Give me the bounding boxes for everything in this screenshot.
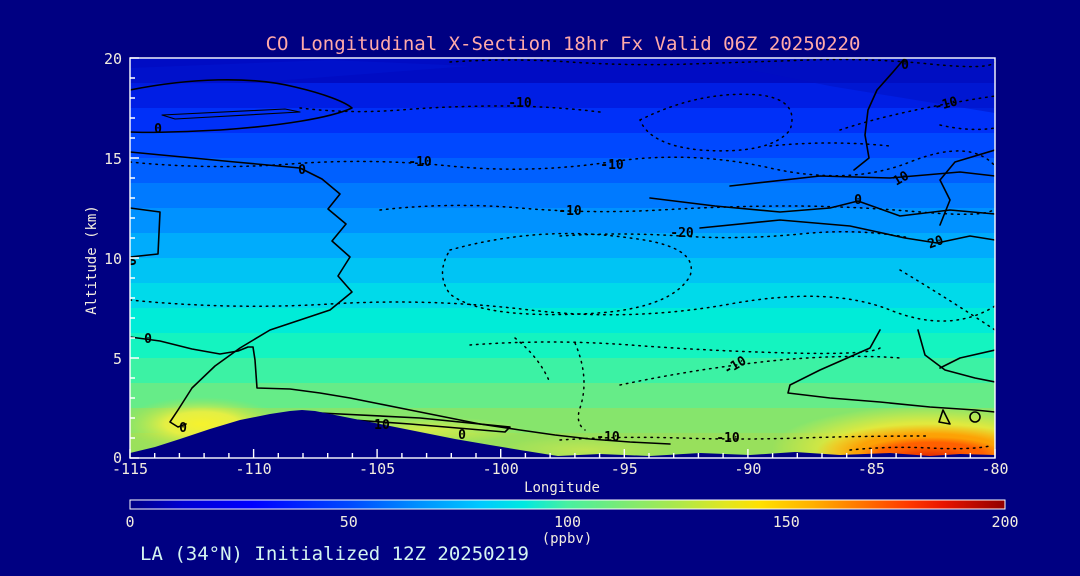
y-axis-labels: 20 15 10 5 0 bbox=[104, 50, 122, 467]
y-axis-minor-ticks bbox=[130, 77, 135, 439]
init-annotation: LA (34°N) Initialized 12Z 20250219 bbox=[140, 543, 529, 565]
x-axis-title: Longitude bbox=[524, 480, 600, 496]
svg-text:-20: -20 bbox=[670, 226, 694, 241]
triangle-marker bbox=[938, 409, 951, 425]
contour-labels: 0 0 0 0 0 0 10 0 10 0 20 -10 -10 -10 -10… bbox=[125, 58, 960, 446]
y-axis-title: Altitude (km) bbox=[84, 205, 100, 315]
svg-text:-10: -10 bbox=[596, 430, 620, 445]
svg-text:0: 0 bbox=[179, 421, 187, 436]
plot-border bbox=[129, 57, 996, 459]
svg-text:-10: -10 bbox=[558, 204, 582, 219]
svg-text:10: 10 bbox=[891, 168, 912, 189]
svg-text:10: 10 bbox=[374, 418, 390, 433]
colorbar: 0 50 100 150 200 (ppbv) bbox=[125, 499, 1019, 547]
svg-text:-10: -10 bbox=[716, 431, 740, 446]
colorbar-tick: 200 bbox=[991, 513, 1018, 531]
svg-text:0: 0 bbox=[125, 258, 140, 266]
svg-text:-90: -90 bbox=[734, 460, 761, 478]
svg-text:-80: -80 bbox=[981, 460, 1008, 478]
solid-contours bbox=[130, 58, 995, 445]
dotted-contours bbox=[130, 58, 995, 451]
colorbar-tick: 50 bbox=[340, 513, 358, 531]
chart-title: CO Longitudinal X-Section 18hr Fx Valid … bbox=[266, 33, 861, 55]
svg-text:0: 0 bbox=[144, 332, 152, 347]
svg-text:10: 10 bbox=[104, 250, 122, 268]
svg-text:-105: -105 bbox=[359, 460, 395, 478]
terrain-silhouette bbox=[130, 410, 562, 458]
filled-contour-field: 0 0 0 0 0 0 10 0 10 0 20 -10 -10 -10 -10… bbox=[125, 58, 995, 458]
svg-text:-10: -10 bbox=[408, 155, 432, 170]
colorbar-units: (ppbv) bbox=[542, 531, 593, 547]
colorbar-gradient bbox=[129, 499, 1006, 510]
dark-band-wedge bbox=[690, 58, 995, 113]
surface-strip bbox=[558, 452, 995, 458]
svg-text:-10: -10 bbox=[508, 96, 532, 111]
colorbar-tick: 150 bbox=[773, 513, 800, 531]
svg-text:0: 0 bbox=[901, 58, 909, 73]
svg-text:-10: -10 bbox=[933, 94, 960, 115]
svg-text:20: 20 bbox=[104, 50, 122, 68]
svg-text:-85: -85 bbox=[858, 460, 885, 478]
svg-text:-10: -10 bbox=[600, 158, 624, 173]
svg-text:20: 20 bbox=[926, 233, 946, 253]
svg-text:0: 0 bbox=[458, 428, 466, 443]
plot-area: 0 0 0 0 0 0 10 0 10 0 20 -10 -10 -10 -10… bbox=[125, 57, 996, 459]
svg-text:-110: -110 bbox=[236, 460, 272, 478]
x-axis-minor-ticks bbox=[154, 453, 971, 458]
svg-text:-95: -95 bbox=[611, 460, 638, 478]
svg-text:-100: -100 bbox=[483, 460, 519, 478]
colorbar-tick: 0 bbox=[125, 513, 134, 531]
contour-zero-loop bbox=[969, 411, 981, 423]
colorbar-tick: 100 bbox=[554, 513, 581, 531]
svg-text:5: 5 bbox=[113, 350, 122, 368]
svg-text:0: 0 bbox=[854, 193, 862, 208]
svg-text:0: 0 bbox=[154, 122, 162, 137]
svg-text:0: 0 bbox=[113, 449, 122, 467]
x-axis-labels: -115 -110 -105 -100 -95 -90 -85 -80 bbox=[112, 460, 1009, 478]
svg-text:-115: -115 bbox=[112, 460, 148, 478]
svg-text:15: 15 bbox=[104, 150, 122, 168]
svg-text:0: 0 bbox=[298, 163, 306, 178]
